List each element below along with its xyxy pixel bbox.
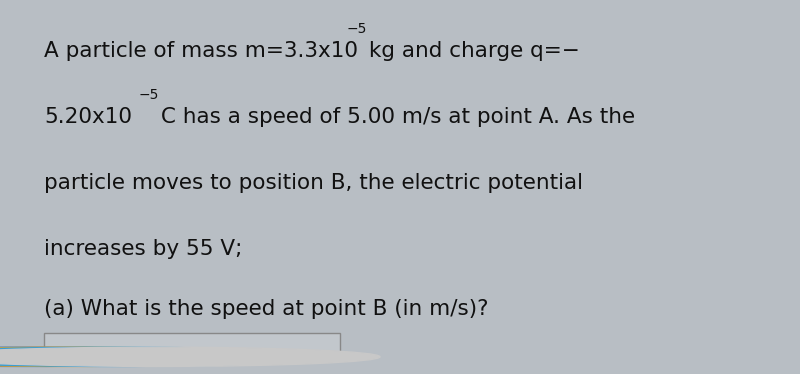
- Text: −5: −5: [138, 88, 158, 102]
- Text: kg and charge q=−: kg and charge q=−: [362, 41, 579, 61]
- Circle shape: [0, 347, 336, 367]
- FancyBboxPatch shape: [44, 334, 340, 361]
- Text: (a) What is the speed at point B (in m/s)?: (a) What is the speed at point B (in m/s…: [44, 299, 489, 319]
- Circle shape: [0, 347, 380, 367]
- Text: C has a speed of 5.00 m/s at point A. As the: C has a speed of 5.00 m/s at point A. As…: [154, 107, 634, 127]
- Text: particle moves to position B, the electric potential: particle moves to position B, the electr…: [44, 173, 583, 193]
- Text: A particle of mass m=3.3x10: A particle of mass m=3.3x10: [44, 41, 358, 61]
- Circle shape: [0, 347, 292, 367]
- Text: −5: −5: [346, 22, 366, 36]
- Text: 5.20x10: 5.20x10: [44, 107, 132, 127]
- Text: increases by 55 V;: increases by 55 V;: [44, 239, 242, 260]
- Circle shape: [0, 347, 248, 367]
